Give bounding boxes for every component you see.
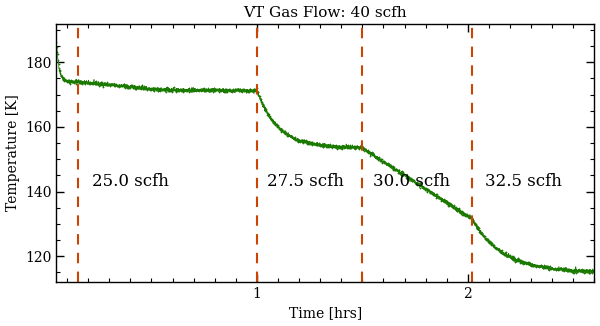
Text: 30.0 scfh: 30.0 scfh [373,173,450,190]
X-axis label: Time [hrs]: Time [hrs] [289,306,362,320]
Title: VT Gas Flow: 40 scfh: VT Gas Flow: 40 scfh [244,6,407,20]
Text: 32.5 scfh: 32.5 scfh [485,173,562,190]
Text: 25.0 scfh: 25.0 scfh [92,173,169,190]
Text: 27.5 scfh: 27.5 scfh [268,173,344,190]
Y-axis label: Temperature [K]: Temperature [K] [5,94,20,211]
